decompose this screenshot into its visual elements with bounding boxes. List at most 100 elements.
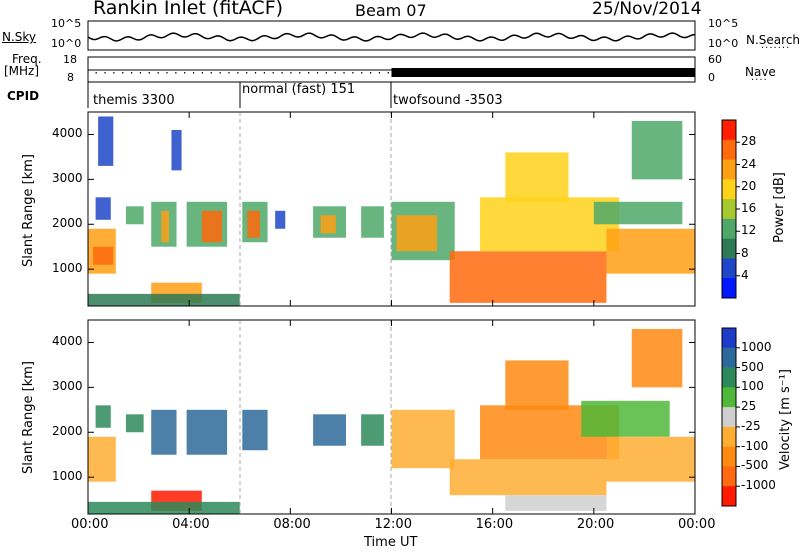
x-tick-label: 00:00 <box>678 517 716 532</box>
velocity-cell <box>391 409 455 469</box>
power-colorbar-swatch <box>722 278 736 299</box>
velocity-colorbar <box>721 327 740 507</box>
freq-dot <box>148 72 150 74</box>
x-tick-label: 20:00 <box>576 517 615 532</box>
power-cell <box>93 246 114 265</box>
velocity-cell <box>606 436 695 482</box>
power-cell <box>631 120 683 180</box>
x-axis-label: Time UT <box>364 535 418 550</box>
power-cell <box>201 210 223 243</box>
power-cell <box>247 210 260 238</box>
freq-dot <box>352 72 354 74</box>
freq-dot <box>104 72 106 74</box>
velocity-y-tick-label: 1000 <box>52 469 83 484</box>
freq-dot <box>228 72 230 74</box>
velocity-cell <box>151 409 177 455</box>
power-cell <box>505 152 569 202</box>
date-label: 25/Nov/2014 <box>592 0 702 19</box>
freq-dot <box>122 72 124 74</box>
freq-dot <box>299 72 301 74</box>
freq-trace <box>88 68 695 77</box>
freq-dot <box>210 72 212 74</box>
noise-trace <box>87 32 696 42</box>
velocity-cell <box>313 414 346 446</box>
x-tick-label: 00:00 <box>71 517 109 532</box>
velocity-colorbar-tick-label: -500 <box>741 458 769 473</box>
power-colorbar-swatch <box>722 120 736 141</box>
velocity-cell <box>449 459 607 496</box>
freq-dot <box>184 72 186 74</box>
nave-tick-top: 60 <box>708 53 722 66</box>
freq-dot <box>113 72 115 74</box>
velocity-cell <box>125 414 144 433</box>
power-cell <box>161 210 169 243</box>
freq-dot <box>263 72 265 74</box>
power-colorbar-swatch <box>722 139 736 161</box>
velocity-colorbar-tick-label: 500 <box>741 359 764 374</box>
nave-dots: ···· <box>751 75 768 86</box>
freq-dot <box>219 72 221 74</box>
velocity-colorbar-swatch <box>722 486 736 507</box>
velocity-colorbar-swatch <box>722 387 736 408</box>
nsearch-label: N.Search <box>746 33 800 47</box>
velocity-colorbar-swatch <box>722 446 736 467</box>
freq-dot <box>237 72 239 74</box>
freq-dot <box>201 72 204 74</box>
velocity-colorbar-tick-label: 100 <box>741 379 764 394</box>
power-colorbar-tick-label: 24 <box>741 156 757 171</box>
power-colorbar-label: Power [dB] <box>771 172 787 243</box>
freq-dot <box>139 72 142 74</box>
power-cell <box>593 201 683 225</box>
power-cell <box>125 206 144 225</box>
chart-title: Rankin Inlet (fitACF) <box>93 0 284 19</box>
nsky-label: N.Sky <box>2 30 37 44</box>
velocity-cell <box>95 405 111 428</box>
freq-dot <box>334 72 336 74</box>
x-tick-label: 08:00 <box>273 517 311 532</box>
nsearch-tick-bottom: 10^0 <box>708 37 739 50</box>
power-cell <box>449 251 607 303</box>
freq-dot <box>175 72 177 74</box>
power-cell <box>95 197 111 220</box>
power-colorbar-tick-label: 8 <box>741 245 749 260</box>
velocity-cell <box>361 414 384 446</box>
noise-panel-frame <box>87 20 696 51</box>
power-cell <box>275 210 286 229</box>
freq-dot <box>130 72 133 74</box>
nave-label: Nave <box>745 65 776 79</box>
freq-dot <box>246 72 248 74</box>
power-colorbar-swatch <box>722 258 736 279</box>
velocity-cell <box>88 436 116 482</box>
velocity-colorbar-swatch <box>722 347 736 369</box>
power-colorbar-swatch <box>722 238 736 259</box>
velocity-heatmap <box>88 328 695 514</box>
freq-dot <box>166 72 168 74</box>
power-colorbar-swatch <box>722 159 736 180</box>
freq-dot <box>157 72 159 74</box>
cpid-segment-label: themis 3300 <box>93 93 175 108</box>
power-colorbar-tick-label: 4 <box>741 267 749 282</box>
velocity-colorbar-swatch <box>722 426 736 448</box>
velocity-cell <box>505 495 607 511</box>
power-colorbar-swatch <box>722 218 736 240</box>
freq-dot <box>378 72 381 74</box>
power-colorbar-tick-label: 12 <box>741 223 757 238</box>
freq-tick-top: 18 <box>63 53 77 66</box>
mhz-label: [MHz] <box>4 64 40 78</box>
cpid-segment-label: twofsound -3503 <box>393 93 503 108</box>
freq-tick-bottom: 8 <box>67 71 74 84</box>
x-tick-label: 16:00 <box>475 517 514 532</box>
freq-dot <box>290 72 292 74</box>
power-colorbar-tick-label: 16 <box>741 201 757 215</box>
velocity-colorbar-swatch <box>722 466 736 487</box>
power-y-tick-label: 4000 <box>52 126 83 141</box>
velocity-y-tick-label: 4000 <box>52 334 83 349</box>
velocity-y-tick-label: 3000 <box>52 379 83 394</box>
nave-bar <box>391 68 695 77</box>
power-ylabel: Slant Range [km] <box>20 154 36 267</box>
cpid-label: CPID <box>7 89 40 103</box>
power-cell <box>171 129 182 171</box>
freq-dot <box>370 72 372 74</box>
freq-dot <box>95 72 97 74</box>
